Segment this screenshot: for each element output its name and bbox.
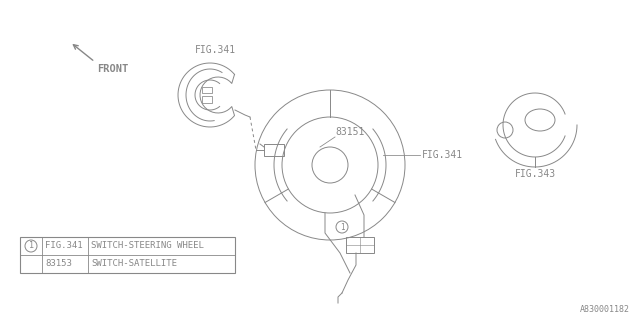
Bar <box>20 237 235 273</box>
Text: A830001182: A830001182 <box>580 305 630 314</box>
Text: 83151: 83151 <box>335 127 364 137</box>
Text: FIG.341: FIG.341 <box>422 150 463 160</box>
Text: 83153: 83153 <box>45 260 72 268</box>
Bar <box>202 96 212 103</box>
Text: FIG.341: FIG.341 <box>195 45 236 55</box>
Text: FIG.343: FIG.343 <box>515 169 556 179</box>
Text: SWITCH-STEERING WHEEL: SWITCH-STEERING WHEEL <box>91 242 204 251</box>
Text: SWITCH-SATELLITE: SWITCH-SATELLITE <box>91 260 177 268</box>
Text: FRONT: FRONT <box>97 64 128 74</box>
Bar <box>346 237 374 253</box>
Bar <box>264 144 284 156</box>
Text: 1: 1 <box>29 242 33 251</box>
Bar <box>202 87 212 93</box>
Text: FIG.341: FIG.341 <box>45 242 83 251</box>
Text: 1: 1 <box>340 222 344 231</box>
